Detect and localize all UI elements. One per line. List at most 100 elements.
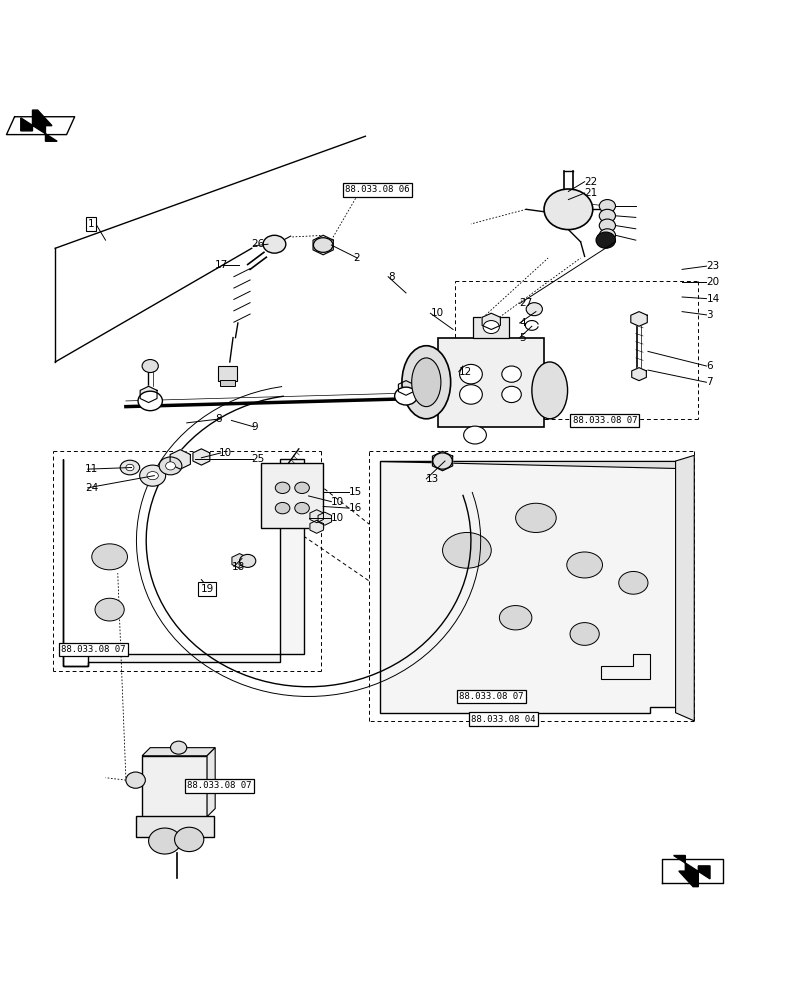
Ellipse shape — [401, 346, 450, 419]
Text: 6: 6 — [706, 361, 712, 371]
Bar — [220, 380, 235, 386]
Text: 88.033.08 07: 88.033.08 07 — [458, 692, 523, 701]
Ellipse shape — [599, 219, 615, 232]
Polygon shape — [21, 110, 57, 141]
Ellipse shape — [526, 303, 542, 316]
Ellipse shape — [275, 482, 290, 494]
Polygon shape — [432, 451, 452, 471]
Text: 26: 26 — [251, 239, 264, 249]
Text: 18: 18 — [231, 562, 244, 572]
Text: 10: 10 — [430, 308, 443, 318]
Text: 7: 7 — [706, 377, 712, 387]
Ellipse shape — [126, 464, 134, 471]
Ellipse shape — [483, 321, 499, 334]
Polygon shape — [310, 520, 323, 533]
Ellipse shape — [120, 460, 139, 475]
Polygon shape — [318, 512, 331, 525]
Polygon shape — [313, 235, 333, 255]
Ellipse shape — [92, 544, 127, 570]
Text: 25: 25 — [251, 454, 264, 464]
Ellipse shape — [165, 462, 175, 470]
Ellipse shape — [139, 465, 165, 486]
Ellipse shape — [566, 552, 602, 578]
Polygon shape — [310, 510, 323, 523]
Ellipse shape — [394, 387, 417, 405]
Ellipse shape — [595, 232, 615, 248]
Ellipse shape — [294, 502, 309, 514]
Text: 14: 14 — [706, 294, 719, 304]
Text: 9: 9 — [251, 422, 258, 432]
Text: 22: 22 — [584, 177, 597, 187]
Ellipse shape — [501, 386, 521, 403]
Text: 19: 19 — [200, 584, 213, 594]
Polygon shape — [232, 554, 247, 568]
Text: 10: 10 — [331, 497, 344, 507]
Polygon shape — [63, 459, 304, 666]
Polygon shape — [207, 748, 215, 817]
Ellipse shape — [126, 772, 145, 788]
Polygon shape — [170, 450, 190, 469]
Bar — [135, 816, 213, 837]
Ellipse shape — [275, 502, 290, 514]
Text: 10: 10 — [331, 513, 344, 523]
Ellipse shape — [618, 571, 647, 594]
Ellipse shape — [463, 426, 486, 444]
Text: 10: 10 — [219, 448, 232, 458]
Polygon shape — [630, 312, 646, 326]
Text: 8: 8 — [215, 414, 221, 424]
Bar — [261, 463, 323, 528]
Ellipse shape — [294, 482, 309, 494]
Polygon shape — [631, 368, 646, 381]
Text: 1: 1 — [88, 219, 94, 229]
Ellipse shape — [313, 238, 333, 252]
Text: 4: 4 — [519, 318, 526, 328]
Polygon shape — [380, 461, 675, 713]
Text: 88.033.08 07: 88.033.08 07 — [187, 781, 251, 790]
Polygon shape — [673, 855, 709, 887]
Ellipse shape — [239, 554, 255, 567]
Ellipse shape — [599, 200, 615, 213]
Text: 88.033.08 06: 88.033.08 06 — [345, 185, 410, 194]
Text: 11: 11 — [85, 464, 98, 474]
Ellipse shape — [170, 741, 187, 754]
Ellipse shape — [432, 453, 452, 469]
Ellipse shape — [599, 229, 615, 242]
Text: 5: 5 — [519, 333, 526, 343]
Polygon shape — [482, 313, 500, 329]
Polygon shape — [380, 461, 675, 468]
Ellipse shape — [159, 457, 182, 475]
Ellipse shape — [411, 358, 440, 407]
Text: 12: 12 — [458, 367, 471, 377]
Ellipse shape — [569, 623, 599, 645]
Text: 23: 23 — [706, 261, 719, 271]
Ellipse shape — [174, 827, 204, 852]
Bar — [438, 338, 543, 427]
Ellipse shape — [543, 189, 592, 230]
Bar — [142, 756, 207, 817]
Text: 20: 20 — [706, 277, 719, 287]
Text: 3: 3 — [706, 310, 712, 320]
Ellipse shape — [138, 391, 162, 411]
Polygon shape — [661, 859, 722, 883]
Text: 21: 21 — [584, 188, 597, 198]
Text: 13: 13 — [426, 474, 439, 484]
Polygon shape — [6, 117, 75, 135]
Polygon shape — [140, 386, 157, 403]
Text: 24: 24 — [85, 483, 98, 493]
Text: 15: 15 — [349, 487, 362, 497]
Ellipse shape — [515, 503, 556, 532]
Polygon shape — [675, 455, 693, 721]
Polygon shape — [193, 449, 209, 465]
Text: 8: 8 — [388, 272, 394, 282]
Text: 27: 27 — [519, 298, 532, 308]
Ellipse shape — [499, 606, 531, 630]
Polygon shape — [142, 748, 215, 756]
Ellipse shape — [442, 532, 491, 568]
Ellipse shape — [459, 364, 482, 384]
Ellipse shape — [459, 385, 482, 404]
Ellipse shape — [147, 472, 158, 480]
Text: 88.033.08 04: 88.033.08 04 — [470, 715, 535, 724]
Polygon shape — [600, 654, 649, 679]
Bar — [473, 317, 508, 338]
Polygon shape — [398, 381, 413, 395]
